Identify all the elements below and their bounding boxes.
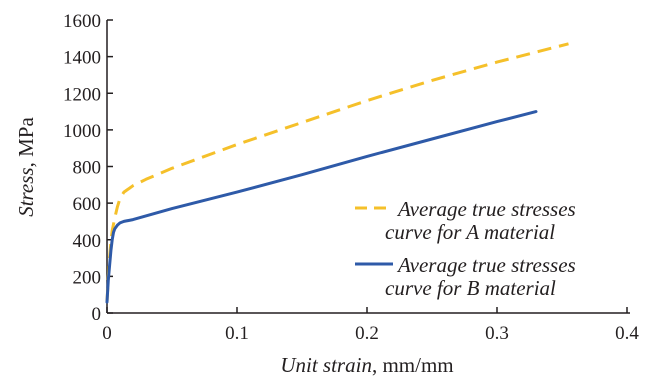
x-axis-label-unit: , mm/mm xyxy=(372,353,454,377)
y-tick-label: 1400 xyxy=(63,48,101,69)
x-axis-label: Unit strain, mm/mm xyxy=(280,353,453,377)
x-tick-label: 0.2 xyxy=(355,323,379,344)
x-tick-label: 0.4 xyxy=(615,323,639,344)
legend: Average true stresses curve for A materi… xyxy=(355,197,576,300)
y-tick-label: 1000 xyxy=(63,121,101,142)
x-ticks: 0 0.1 0.2 0.3 0.4 xyxy=(102,307,639,344)
legend-entry-b: Average true stresses curve for B materi… xyxy=(355,253,576,300)
series-line-b xyxy=(105,110,538,304)
y-tick-label: 800 xyxy=(73,158,102,179)
y-tick-label: 1600 xyxy=(63,11,101,32)
legend-label-b-line2: curve for B material xyxy=(385,276,556,300)
y-tick-label: 0 xyxy=(92,304,102,325)
y-ticks: 0 200 400 600 800 1000 1200 1400 1600 xyxy=(63,11,113,325)
y-axis-label-unit: , MPa xyxy=(14,117,38,168)
legend-label-a-line1: Average true stresses xyxy=(396,197,576,221)
y-tick-label: 400 xyxy=(73,231,102,252)
y-axis-label: Stress, MPa xyxy=(14,117,38,217)
y-axis-label-italic: Stress xyxy=(14,167,38,216)
y-tick-label: 1200 xyxy=(63,84,101,105)
legend-label-a-line2: curve for A material xyxy=(385,220,555,244)
legend-label-b-line1: Average true stresses xyxy=(396,253,576,277)
x-tick-label: 0 xyxy=(102,323,112,344)
x-tick-label: 0.1 xyxy=(225,323,249,344)
y-tick-label: 600 xyxy=(73,194,102,215)
series-line-a xyxy=(105,42,569,303)
x-tick-label: 0.3 xyxy=(485,323,509,344)
legend-entry-a: Average true stresses curve for A materi… xyxy=(355,197,576,244)
x-axis-label-italic: Unit strain xyxy=(280,353,372,377)
series-layer xyxy=(105,42,569,304)
y-tick-label: 200 xyxy=(73,267,102,288)
